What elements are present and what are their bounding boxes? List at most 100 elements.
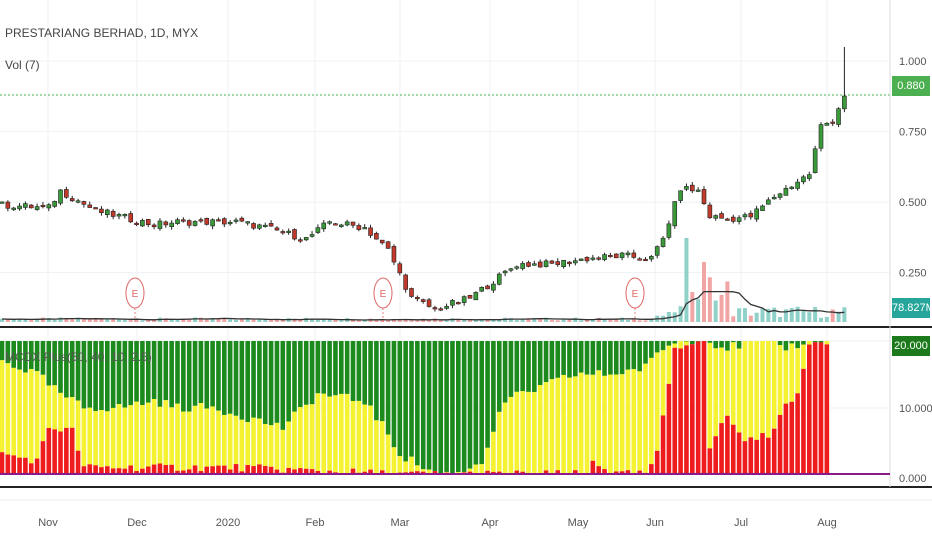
mcdx-hot-money-bar [327, 396, 332, 471]
mcdx-hot-money-bar [69, 397, 75, 428]
mcdx-retailer-bar [602, 341, 607, 376]
volume-bar [468, 319, 472, 322]
mcdx-retailer-bar [175, 341, 180, 404]
candle-body [227, 222, 233, 225]
mcdx-retailer-bar [391, 341, 397, 448]
volume-bar [11, 319, 16, 322]
mcdx-banker-bar [707, 448, 713, 474]
volume-bar [111, 318, 116, 322]
mcdx-banker-bar [420, 471, 426, 474]
mcdx-banker-bar [257, 464, 262, 474]
mcdx-retailer-bar [707, 341, 713, 343]
mcdx-hot-money-bar [502, 402, 508, 474]
mcdx-retailer-bar [812, 341, 818, 343]
volume-bar [754, 312, 759, 322]
mcdx-retailer-bar [420, 341, 426, 470]
mcdx-hot-money-bar [420, 469, 426, 472]
volume-bar [643, 320, 648, 322]
mcdx-banker-bar [432, 471, 438, 474]
candle-body [69, 198, 75, 202]
mcdx-banker-bar [11, 455, 16, 474]
candle-body [689, 184, 695, 192]
mcdx-banker-bar [619, 471, 625, 474]
mcdx-hot-money-bar [742, 341, 748, 442]
volume-bar [263, 320, 268, 322]
mcdx-hot-money-bar [216, 410, 221, 466]
mcdx-retailer-bar [736, 341, 742, 349]
volume-bar [742, 308, 747, 322]
mcdx-hot-money-bar [730, 342, 736, 425]
mcdx-hot-money-bar [239, 419, 245, 472]
mcdx-hot-money-bar [543, 382, 549, 471]
mcdx-banker-bar [649, 464, 654, 474]
mcdx-banker-bar [678, 348, 683, 474]
volume-bar [163, 318, 168, 322]
candle-body [608, 254, 613, 258]
mcdx-retailer-bar [467, 341, 473, 469]
mcdx-banker-bar [742, 441, 748, 474]
mcdx-hot-money-bar [268, 425, 274, 467]
volume-bar [46, 318, 51, 322]
mcdx-retailer-bar [52, 341, 57, 386]
mcdx-hot-money-bar [625, 369, 631, 471]
mcdx-hot-money-bar [34, 371, 40, 459]
mcdx-hot-money-bar [520, 391, 525, 472]
candle-body [584, 256, 590, 262]
volume-bar [631, 318, 636, 322]
volume-bar [789, 307, 794, 322]
volume-bar [0, 318, 4, 322]
mcdx-retailer-bar [169, 341, 174, 408]
volume-bar [380, 319, 385, 322]
candle-body [356, 225, 362, 230]
mcdx-hot-money-bar [391, 447, 397, 474]
mcdx-hot-money-bar [754, 341, 759, 440]
mcdx-retailer-bar [69, 341, 75, 398]
mcdx-retailer-bar [145, 341, 151, 403]
x-tick-label: Jul [734, 517, 748, 529]
mcdx-retailer-bar [181, 341, 186, 412]
x-tick-label: Dec [127, 517, 147, 529]
candle-body [391, 246, 397, 263]
volume-bar [409, 320, 414, 322]
volume-bar [76, 317, 81, 322]
mcdx-hot-money-bar [0, 360, 5, 453]
candle-body [274, 227, 280, 231]
mcdx-hot-money-bar [251, 417, 256, 467]
candle-body [163, 221, 169, 226]
mcdx-banker-bar [157, 463, 163, 474]
mcdx-hot-money-bar [362, 404, 367, 472]
mcdx-banker-bar [309, 469, 315, 474]
mcdx-hot-money-bar [374, 420, 379, 474]
candle-body [701, 189, 707, 204]
candle-body [602, 254, 607, 260]
mcdx-retailer-bar [333, 341, 338, 396]
mcdx-banker-bar [233, 464, 239, 474]
candle-body [695, 189, 701, 192]
candle-body [736, 217, 742, 222]
candle-body [198, 219, 204, 222]
volume-bar [462, 320, 467, 322]
mcdx-hot-money-bar [333, 395, 338, 473]
candle-body [818, 124, 824, 149]
candle-body [526, 262, 531, 267]
mcdx-retailer-bar [116, 341, 122, 405]
mcdx-banker-bar [186, 469, 192, 474]
candle-body [461, 296, 467, 303]
candle-body [87, 204, 93, 208]
mcdx-banker-bar [93, 465, 98, 474]
mcdx-hot-money-bar [801, 344, 806, 369]
mcdx-retailer-bar [356, 341, 362, 401]
volume-bar [497, 319, 502, 322]
volume-bar [824, 317, 829, 322]
mcdx-retailer-bar [99, 341, 104, 411]
candle-body [280, 231, 286, 234]
mcdx-hot-money-bar [99, 410, 104, 468]
mcdx-banker-bar [23, 457, 28, 474]
mcdx-retailer-bar [105, 341, 110, 412]
mcdx-hot-money-bar [227, 413, 233, 470]
candle-body [58, 189, 63, 204]
mcdx-banker-bar [303, 468, 309, 474]
volume-bar [181, 319, 186, 322]
candle-body [286, 230, 291, 233]
mcdx-retailer-bar [5, 341, 11, 364]
